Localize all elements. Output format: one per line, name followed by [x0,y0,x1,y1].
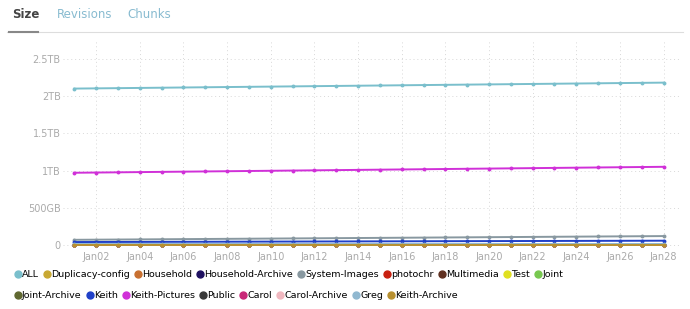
Text: Size: Size [12,8,40,21]
Text: Chunks: Chunks [128,8,171,21]
Text: Revisions: Revisions [57,8,112,21]
Legend: ALL, Duplicacy-config, Household, Household-Archive, System-Images, photochr, Mu: ALL, Duplicacy-config, Household, Househ… [12,266,567,283]
Legend: Joint-Archive, Keith, Keith-Pictures, Public, Carol, Carol-Archive, Greg, Keith-: Joint-Archive, Keith, Keith-Pictures, Pu… [12,288,462,304]
